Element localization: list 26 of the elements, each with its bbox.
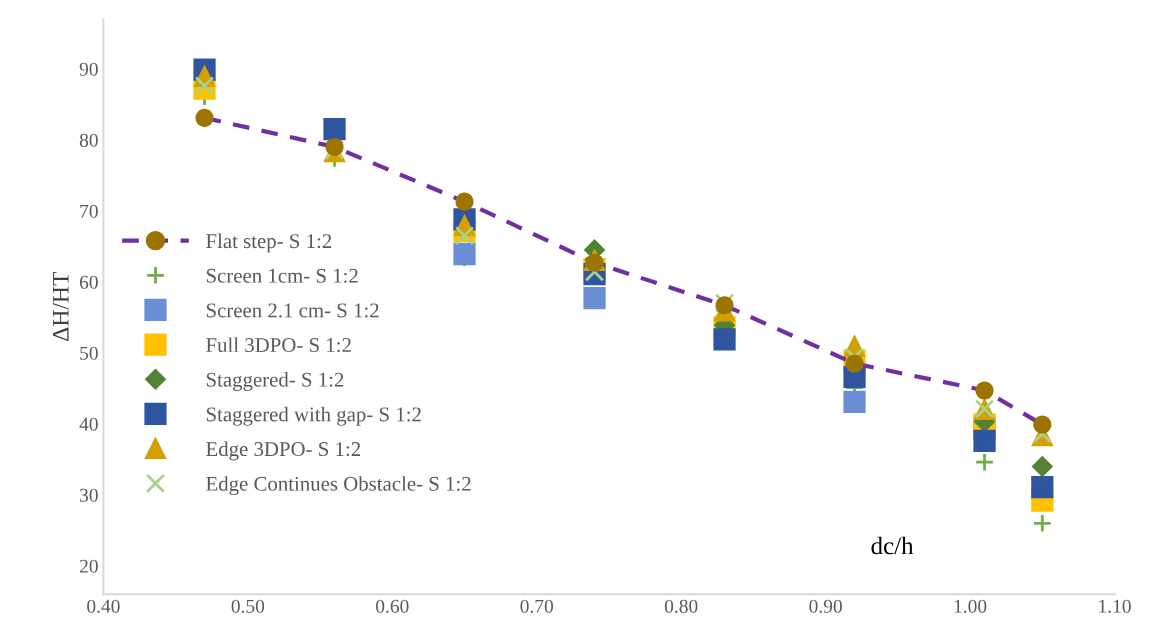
legend-label: Flat step- S 1:2 [206,233,332,253]
legend-label: Screen 1cm- S 1:2 [206,268,358,283]
legend-label: Screen 2.1 cm- S 1:2 [206,303,379,318]
y-tick-label: 90 [79,62,98,76]
y-tick-label: 80 [79,133,98,147]
y-axis-title: ΔH/HT [52,271,69,341]
x-tick-label: 1.10 [1099,599,1131,613]
x-tick-label: 1.00 [954,599,987,613]
legend-label: Edge 3DPO- S 1:2 [206,441,361,461]
y-tick-label: 20 [79,559,98,573]
y-tick-label: 70 [80,204,98,218]
x-tick-label: 0.50 [231,599,265,613]
legend-label: Staggered with gap- S 1:2 [206,406,421,426]
y-tick-label: 60 [79,275,98,289]
legend-label: Full 3DPO- S 1:2 [206,337,351,353]
y-tick-label: 30 [80,488,98,502]
x-tick-label: 0.60 [376,599,409,613]
x-tick-label: 0.40 [87,599,120,613]
y-tick-label: 50 [80,346,98,360]
x-tick-label: 0.80 [664,599,698,613]
x-tick-label: 0.70 [520,599,554,613]
y-tick-label: 40 [79,417,98,431]
x-axis-title: dc/h [871,536,914,555]
legend-label: Staggered- S 1:2 [206,372,344,391]
x-tick-label: 0.90 [809,599,842,613]
legend-label: Edge Continues Obstacle- S 1:2 [206,476,471,496]
